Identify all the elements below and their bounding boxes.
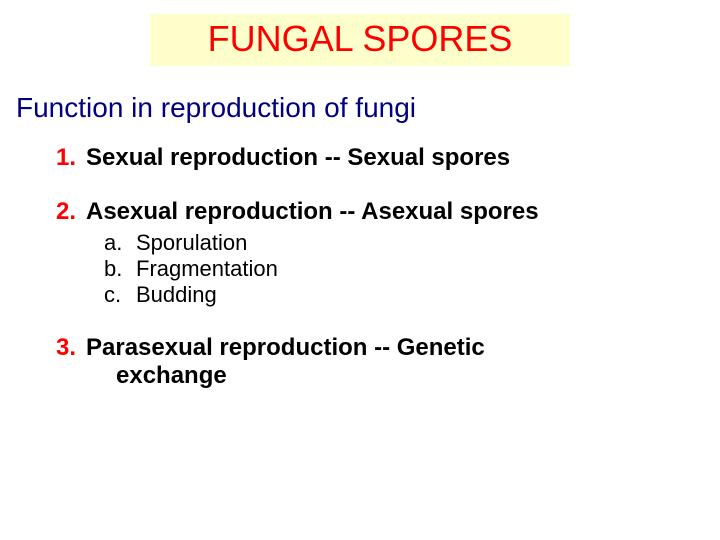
sub-text: Budding (136, 282, 217, 308)
title-box: FUNGAL SPORES (150, 14, 570, 66)
item-label-line1: Parasexual reproduction -- Genetic (86, 334, 485, 362)
sublist-item: c. Budding (104, 282, 700, 308)
sublist-item: b. Fragmentation (104, 256, 700, 282)
slide-subtitle: Function in reproduction of fungi (16, 92, 700, 124)
subtitle-text: Function in reproduction of fungi (16, 92, 416, 123)
slide-title: FUNGAL SPORES (208, 18, 513, 60)
list-item-line: 1. Sexual reproduction -- Sexual spores (56, 144, 700, 172)
item-label: Sexual reproduction -- Sexual spores (86, 144, 510, 172)
sub-text: Sporulation (136, 230, 247, 256)
list-item-line: 3. Parasexual reproduction -- Genetic ex… (56, 334, 700, 390)
sub-letter: a. (104, 230, 136, 256)
sublist: a. Sporulation b. Fragmentation c. Buddi… (104, 230, 700, 308)
item-number: 2. (56, 198, 86, 226)
sub-letter: b. (104, 256, 136, 282)
item-number: 1. (56, 144, 86, 172)
item-label: Asexual reproduction -- Asexual spores (86, 198, 539, 226)
sublist-item: a. Sporulation (104, 230, 700, 256)
sub-text: Fragmentation (136, 256, 278, 282)
item-label: Parasexual reproduction -- Genetic excha… (86, 334, 485, 390)
item-number: 3. (56, 334, 86, 362)
list-item-2: 2. Asexual reproduction -- Asexual spore… (56, 198, 700, 308)
slide: FUNGAL SPORES Function in reproduction o… (0, 0, 720, 540)
list-item-3: 3. Parasexual reproduction -- Genetic ex… (56, 334, 700, 390)
list-item-line: 2. Asexual reproduction -- Asexual spore… (56, 198, 700, 226)
sub-letter: c. (104, 282, 136, 308)
list-item-1: 1. Sexual reproduction -- Sexual spores (56, 144, 700, 172)
list: 1. Sexual reproduction -- Sexual spores … (56, 144, 700, 390)
item-label-line2: exchange (116, 362, 227, 389)
